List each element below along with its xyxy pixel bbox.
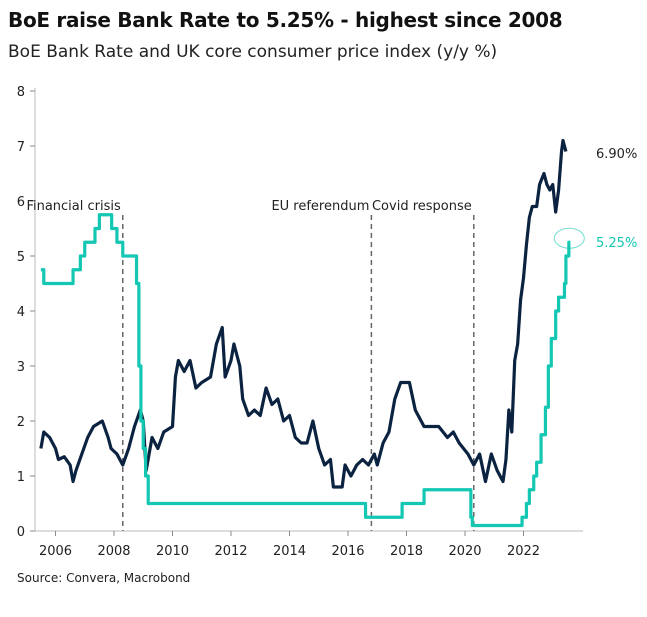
event-label: Financial crisis (26, 199, 121, 214)
x-tick-label: 2020 (448, 544, 481, 559)
x-tick-label: 2012 (214, 544, 247, 559)
chart-title: BoE raise Bank Rate to 5.25% - highest s… (8, 8, 563, 32)
y-tick-label: 5 (17, 250, 25, 265)
y-tick-label: 0 (17, 525, 25, 540)
x-tick-label: 2006 (39, 544, 72, 559)
chart-subtitle: BoE Bank Rate and UK core consumer price… (8, 42, 498, 62)
x-tick-label: 2016 (331, 544, 364, 559)
y-tick-label: 7 (17, 140, 25, 155)
bank-rate-end-label: 5.25% (596, 236, 637, 251)
y-tick-label: 4 (17, 305, 25, 320)
highlight-circle (553, 227, 585, 249)
y-tick-label: 2 (17, 415, 25, 430)
bank-rate-line (40, 213, 571, 528)
x-tick-label: 2022 (507, 544, 540, 559)
cpi-end-label: 6.90% (596, 147, 637, 162)
y-tick-label: 3 (17, 360, 25, 375)
core-cpi-line (39, 138, 568, 489)
x-tick-label: 2008 (97, 544, 130, 559)
event-label: Covid response (372, 199, 472, 214)
x-tick-label: 2014 (273, 544, 306, 559)
y-tick-label: 6 (17, 195, 25, 210)
source-note: Source: Convera, Macrobond (17, 571, 191, 585)
y-tick-label: 8 (17, 85, 25, 100)
y-tick-label: 1 (17, 470, 25, 485)
event-label: EU referendum (271, 199, 369, 214)
x-tick-label: 2018 (390, 544, 423, 559)
x-tick-label: 2010 (156, 544, 189, 559)
